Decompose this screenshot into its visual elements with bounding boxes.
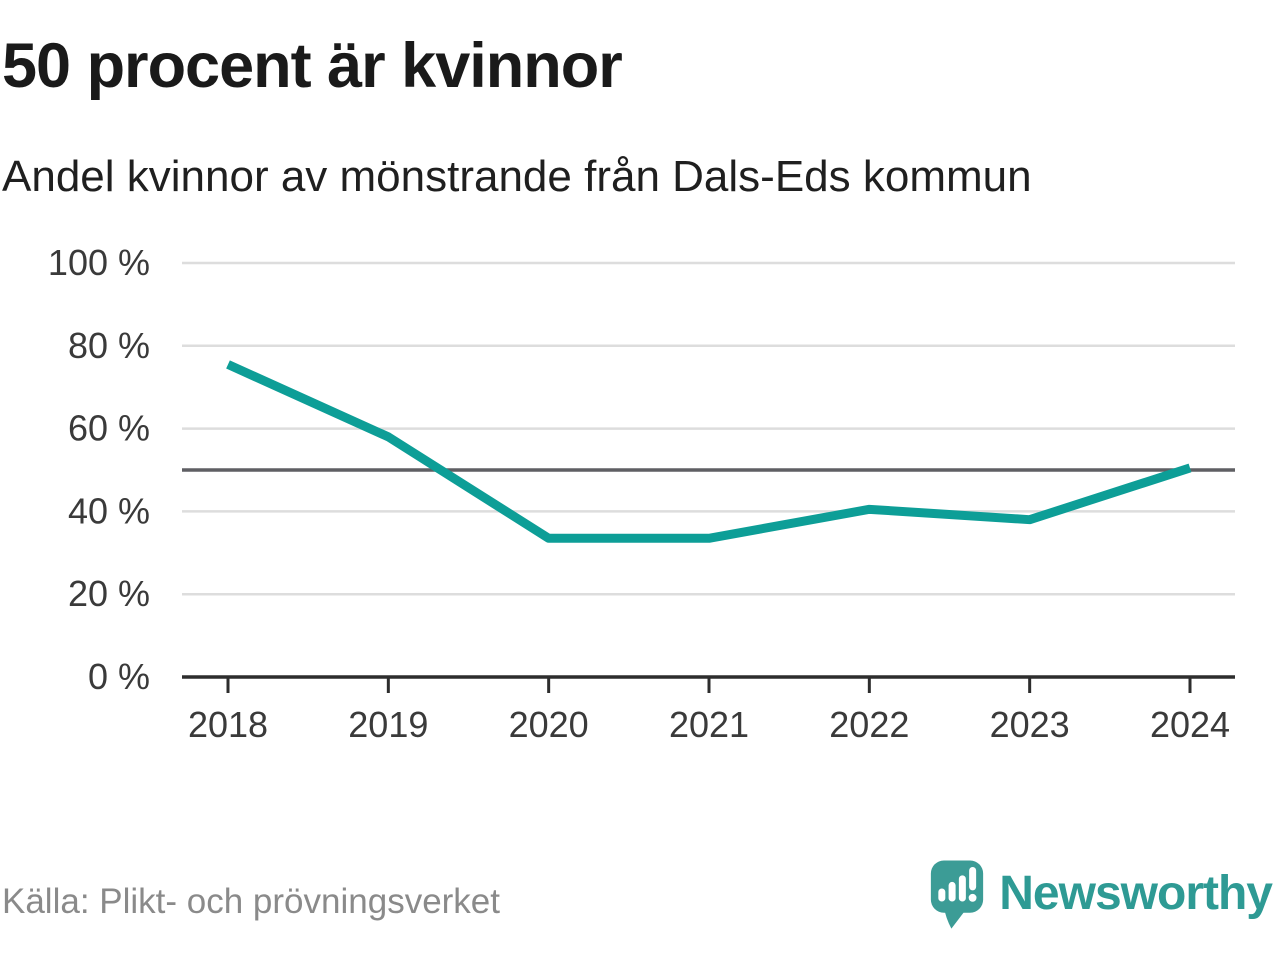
data-line-andel-kvinnor: [226, 360, 1192, 543]
x-tick-label: 2022: [829, 704, 909, 745]
y-tick-label: 60 %: [68, 408, 150, 449]
x-tick-label: 2019: [348, 704, 428, 745]
x-tick-label: 2021: [669, 704, 749, 745]
x-tick-label: 2018: [188, 704, 268, 745]
y-tick-label: 40 %: [68, 490, 150, 531]
y-tick-label: 100 %: [48, 242, 150, 283]
y-tick-label: 80 %: [68, 325, 150, 366]
newsworthy-wordmark: Newsworthy: [999, 866, 1273, 920]
x-tick-label: 2023: [990, 704, 1070, 745]
source-text: Källa: Plikt- och prövningsverket: [2, 882, 500, 921]
line-chart: 0 % 20 % 40 % 60 % 80 % 100 % 2018 2019 2020 2021…: [48, 242, 1235, 745]
x-tick-label: 2020: [509, 704, 589, 745]
x-tick-label: 2024: [1150, 704, 1230, 745]
newsworthy-logo: Newsworthy: [929, 858, 1273, 932]
chart-subtitle: Andel kvinnor av mönstrande från Dals-Ed…: [2, 152, 1032, 201]
y-tick-label: 0 %: [88, 656, 150, 697]
chart-title: 50 procent är kvinnor: [2, 31, 623, 101]
y-tick-label: 20 %: [68, 573, 150, 614]
newsworthy-logo-icon: [931, 860, 984, 929]
bar-chart-exclamation-icon: [938, 867, 977, 902]
